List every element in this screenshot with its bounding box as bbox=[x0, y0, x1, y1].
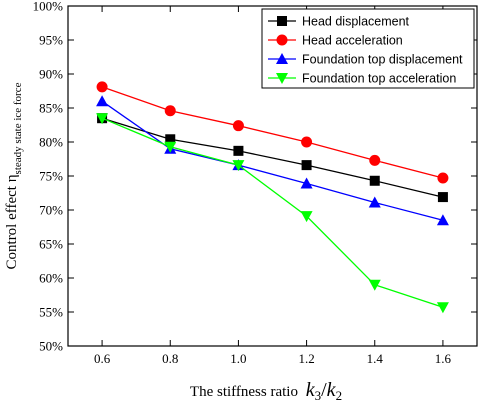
data-point bbox=[164, 141, 177, 153]
x-tick-label: 0.6 bbox=[94, 351, 111, 366]
x-axis-title-den: k bbox=[327, 379, 337, 401]
y-tick-label: 70% bbox=[39, 203, 63, 218]
y-tick-label: 55% bbox=[39, 305, 63, 320]
legend-label: Foundation top displacement bbox=[302, 53, 463, 67]
series-layer bbox=[96, 81, 449, 314]
legend: Head displacement Head acceleration Founda… bbox=[261, 8, 475, 89]
legend-marker bbox=[276, 34, 288, 46]
legend-entry: Foundation top acceleration bbox=[268, 72, 456, 86]
data-point bbox=[300, 177, 313, 189]
series-line bbox=[101, 86, 444, 179]
data-point bbox=[233, 145, 244, 156]
data-point bbox=[301, 136, 313, 148]
series-2 bbox=[96, 81, 449, 184]
y-tick-label: 90% bbox=[39, 67, 63, 82]
legend-entry: Head displacement bbox=[268, 15, 410, 29]
data-point bbox=[232, 160, 245, 172]
series-line bbox=[101, 117, 444, 308]
x-tick-label: 1.0 bbox=[230, 351, 246, 366]
data-point bbox=[165, 134, 176, 145]
x-axis-title-den-sub: 2 bbox=[336, 388, 343, 403]
data-point bbox=[96, 95, 109, 107]
data-point bbox=[368, 196, 381, 208]
legend-label: Head acceleration bbox=[302, 34, 403, 48]
data-point bbox=[368, 279, 381, 291]
legend-marker bbox=[276, 73, 288, 84]
x-axis-title: The stiffness ratio k3/k2 bbox=[190, 379, 342, 403]
legend-label: Head displacement bbox=[302, 15, 410, 29]
data-point bbox=[369, 154, 381, 166]
data-point bbox=[96, 113, 109, 125]
y-tick-label: 50% bbox=[39, 339, 63, 354]
y-tick-label: 85% bbox=[39, 101, 63, 116]
x-tick-label: 1.6 bbox=[435, 351, 452, 366]
series-line bbox=[101, 100, 444, 221]
y-tick-label: 95% bbox=[39, 33, 63, 48]
y-axis-title: Control effect ηsteady state ice force bbox=[4, 82, 24, 269]
x-tick-label: 0.8 bbox=[162, 351, 178, 366]
data-point bbox=[164, 105, 176, 117]
data-point bbox=[300, 211, 313, 223]
data-point bbox=[437, 192, 448, 203]
legend-marker bbox=[277, 16, 287, 26]
x-axis-title-num-sub: 3 bbox=[315, 388, 322, 403]
y-tick-label: 60% bbox=[39, 271, 63, 286]
y-axis-title-text: Control effect η bbox=[4, 174, 20, 269]
series-4 bbox=[96, 113, 449, 314]
legend-label: Foundation top acceleration bbox=[302, 72, 456, 86]
data-point bbox=[232, 120, 244, 132]
x-tick-label: 1.2 bbox=[298, 351, 314, 366]
y-tick-label: 100% bbox=[33, 0, 64, 14]
legend-entry: Foundation top displacement bbox=[268, 53, 463, 67]
y-tick-label: 65% bbox=[39, 237, 63, 252]
data-point bbox=[436, 302, 449, 314]
plot-frame bbox=[67, 5, 478, 347]
legend-marker bbox=[276, 53, 288, 64]
y-axis-title-sub: steady state ice force bbox=[12, 82, 24, 174]
x-axis-title-num: k bbox=[306, 379, 316, 401]
y-tick-label: 80% bbox=[39, 135, 63, 150]
data-point bbox=[301, 160, 312, 171]
data-point bbox=[437, 172, 449, 184]
data-point bbox=[96, 81, 108, 93]
series-line bbox=[101, 117, 444, 198]
ticks-layer: 50% 55% 60% 65% 70% 75% 80% 85% 90% 95% 100% 0.6 0.8… bbox=[33, 0, 477, 366]
x-axis-title-slash: / bbox=[321, 379, 327, 401]
legend-entry: Head acceleration bbox=[268, 34, 403, 48]
x-tick-label: 1.4 bbox=[367, 351, 384, 366]
y-tick-label: 75% bbox=[39, 169, 63, 184]
x-axis-title-text: The stiffness ratio bbox=[190, 384, 298, 400]
data-point bbox=[369, 175, 380, 186]
legend-box bbox=[261, 8, 475, 89]
data-point bbox=[436, 214, 449, 226]
